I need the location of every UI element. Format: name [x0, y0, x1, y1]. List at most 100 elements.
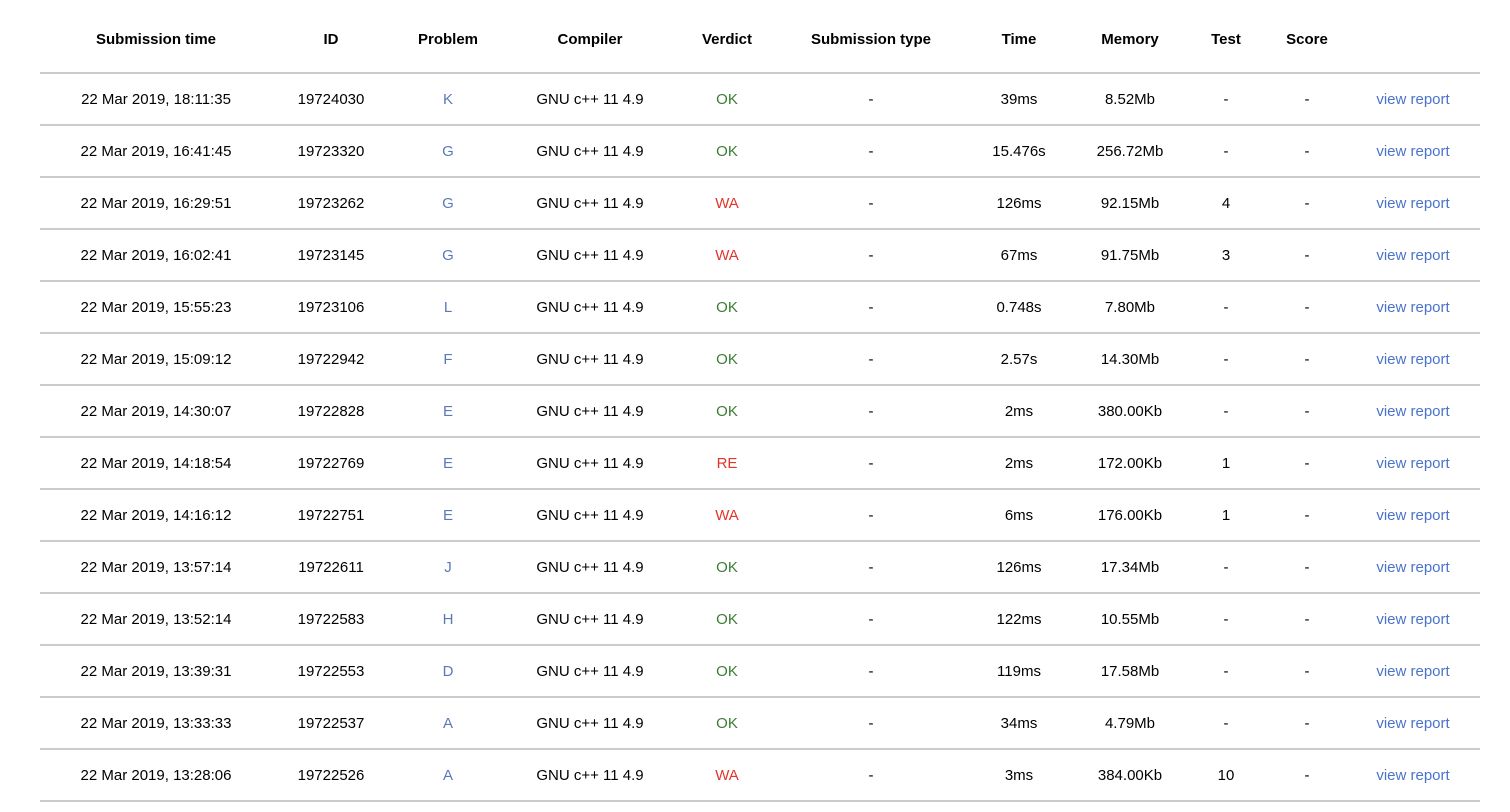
cell-submission_time: 22 Mar 2019, 16:02:41 [40, 229, 272, 282]
verdict-badge: OK [716, 298, 738, 316]
view-report-link[interactable]: view report [1376, 90, 1450, 108]
cell-time: 0.748s [962, 281, 1076, 334]
verdict-badge: OK [716, 142, 738, 160]
cell-test: - [1184, 385, 1268, 438]
cell-score: - [1268, 333, 1346, 386]
problem-link[interactable]: G [442, 142, 454, 160]
cell-time: 2.57s [962, 333, 1076, 386]
cell-score: - [1268, 437, 1346, 490]
view-report-link[interactable]: view report [1376, 402, 1450, 420]
cell-submission_time: 22 Mar 2019, 13:52:14 [40, 593, 272, 646]
cell-id: 19722611 [272, 541, 390, 594]
view-report-link[interactable]: view report [1376, 142, 1450, 160]
cell-report: view report [1346, 177, 1480, 230]
cell-submission_time: 22 Mar 2019, 13:33:33 [40, 697, 272, 750]
view-report-link[interactable]: view report [1376, 610, 1450, 628]
cell-score: - [1268, 749, 1346, 802]
cell-time: 2ms [962, 385, 1076, 438]
cell-memory: 7.80Mb [1076, 281, 1184, 334]
cell-verdict: RE [674, 437, 780, 490]
verdict-badge: OK [716, 350, 738, 368]
cell-time: 67ms [962, 229, 1076, 282]
cell-report: view report [1346, 645, 1480, 698]
cell-test: - [1184, 73, 1268, 126]
view-report-link[interactable]: view report [1376, 662, 1450, 680]
problem-link[interactable]: L [443, 298, 453, 316]
problem-link[interactable]: E [442, 506, 453, 524]
view-report-link[interactable]: view report [1376, 194, 1450, 212]
problem-link[interactable]: A [442, 714, 453, 732]
cell-compiler: GNU c++ 11 4.9 [506, 281, 674, 334]
cell-memory: 176.00Kb [1076, 489, 1184, 542]
submission-row: 22 Mar 2019, 14:16:12 19722751 E GNU c++ 11… [40, 489, 1480, 542]
cell-problem: E [390, 489, 506, 542]
cell-id: 19723145 [272, 229, 390, 282]
view-report-link[interactable]: view report [1376, 298, 1450, 316]
cell-id: 19722769 [272, 437, 390, 490]
cell-verdict: OK [674, 73, 780, 126]
problem-link[interactable]: F [443, 350, 453, 368]
cell-test: - [1184, 125, 1268, 178]
verdict-badge: OK [716, 662, 738, 680]
cell-score: - [1268, 645, 1346, 698]
cell-submission_type: - [780, 177, 962, 230]
problem-link[interactable]: G [442, 246, 454, 264]
cell-memory: 17.58Mb [1076, 645, 1184, 698]
cell-compiler: GNU c++ 11 4.9 [506, 73, 674, 126]
cell-problem: G [390, 177, 506, 230]
header-row: Submission time ID Problem Compiler Verdict S… [40, 0, 1480, 74]
problem-link[interactable]: J [444, 558, 452, 576]
cell-test: 1 [1184, 489, 1268, 542]
cell-time: 39ms [962, 73, 1076, 126]
problem-link[interactable]: D [442, 662, 454, 680]
cell-verdict: OK [674, 125, 780, 178]
cell-time: 122ms [962, 593, 1076, 646]
cell-problem: K [390, 73, 506, 126]
cell-verdict: OK [674, 333, 780, 386]
verdict-badge: OK [716, 610, 738, 628]
view-report-link[interactable]: view report [1376, 558, 1450, 576]
verdict-badge: OK [716, 558, 738, 576]
cell-compiler: GNU c++ 11 4.9 [506, 385, 674, 438]
problem-link[interactable]: K [442, 90, 453, 108]
cell-submission_type: - [780, 437, 962, 490]
cell-verdict: OK [674, 281, 780, 334]
cell-report: view report [1346, 125, 1480, 178]
cell-report: view report [1346, 541, 1480, 594]
problem-link[interactable]: E [442, 454, 453, 472]
problem-link[interactable]: G [442, 194, 454, 212]
view-report-link[interactable]: view report [1376, 350, 1450, 368]
view-report-link[interactable]: view report [1376, 506, 1450, 524]
column-header-memory: Memory [1076, 0, 1184, 74]
cell-test: - [1184, 333, 1268, 386]
problem-link[interactable]: E [442, 402, 453, 420]
column-header-time: Time [962, 0, 1076, 74]
cell-submission_type: - [780, 489, 962, 542]
column-header-submission_time: Submission time [40, 0, 272, 74]
cell-submission_time: 22 Mar 2019, 18:11:35 [40, 73, 272, 126]
view-report-link[interactable]: view report [1376, 766, 1450, 784]
cell-report: view report [1346, 749, 1480, 802]
view-report-link[interactable]: view report [1376, 454, 1450, 472]
cell-test: 1 [1184, 437, 1268, 490]
cell-problem: G [390, 125, 506, 178]
cell-submission_time: 22 Mar 2019, 15:55:23 [40, 281, 272, 334]
submission-row: 22 Mar 2019, 13:39:31 19722553 D GNU c++ 11… [40, 645, 1480, 698]
cell-submission_time: 22 Mar 2019, 14:16:12 [40, 489, 272, 542]
problem-link[interactable]: A [442, 766, 453, 784]
cell-compiler: GNU c++ 11 4.9 [506, 593, 674, 646]
cell-test: 3 [1184, 229, 1268, 282]
cell-verdict: WA [674, 749, 780, 802]
problem-link[interactable]: H [442, 610, 454, 628]
submission-row: 22 Mar 2019, 14:18:54 19722769 E GNU c++ 11… [40, 437, 1480, 490]
view-report-link[interactable]: view report [1376, 246, 1450, 264]
submission-row: 22 Mar 2019, 16:02:41 19723145 G GNU c++ 11… [40, 229, 1480, 282]
table-body: 22 Mar 2019, 18:11:35 19724030 K GNU c++ 11… [40, 73, 1480, 802]
cell-submission_type: - [780, 333, 962, 386]
cell-id: 19722583 [272, 593, 390, 646]
view-report-link[interactable]: view report [1376, 714, 1450, 732]
cell-memory: 384.00Kb [1076, 749, 1184, 802]
cell-submission_time: 22 Mar 2019, 14:18:54 [40, 437, 272, 490]
cell-compiler: GNU c++ 11 4.9 [506, 333, 674, 386]
cell-submission_type: - [780, 385, 962, 438]
